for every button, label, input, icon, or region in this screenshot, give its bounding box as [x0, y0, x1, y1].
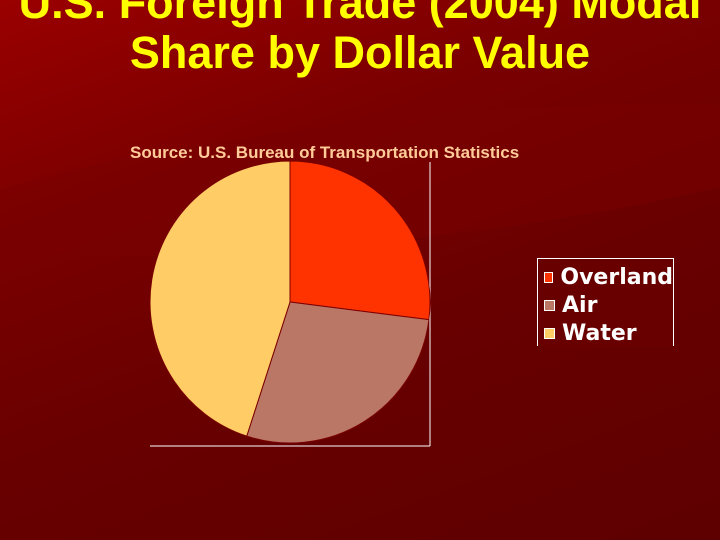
legend-item-overland: Overland	[544, 263, 673, 291]
pie-slice-air	[246, 301, 430, 444]
pie-slice-water	[149, 160, 291, 437]
legend-label-air: Air	[562, 292, 598, 318]
source-note: Source: U.S. Bureau of Transportation St…	[130, 143, 520, 162]
legend-swatch-air	[544, 299, 555, 311]
chart-title: U.S. Foreign Trade (2004) Modal Share by…	[18, 0, 702, 78]
legend-item-air: Air	[544, 291, 673, 319]
legend-label-overland: Overland	[560, 264, 673, 290]
legend-item-water: Water	[544, 319, 673, 347]
pie-slice-overland	[289, 160, 431, 321]
legend-label-water: Water	[562, 320, 637, 346]
chart-legend: Overland Air Water	[537, 258, 674, 346]
legend-swatch-water	[544, 327, 555, 339]
legend-swatch-overland	[544, 271, 554, 283]
